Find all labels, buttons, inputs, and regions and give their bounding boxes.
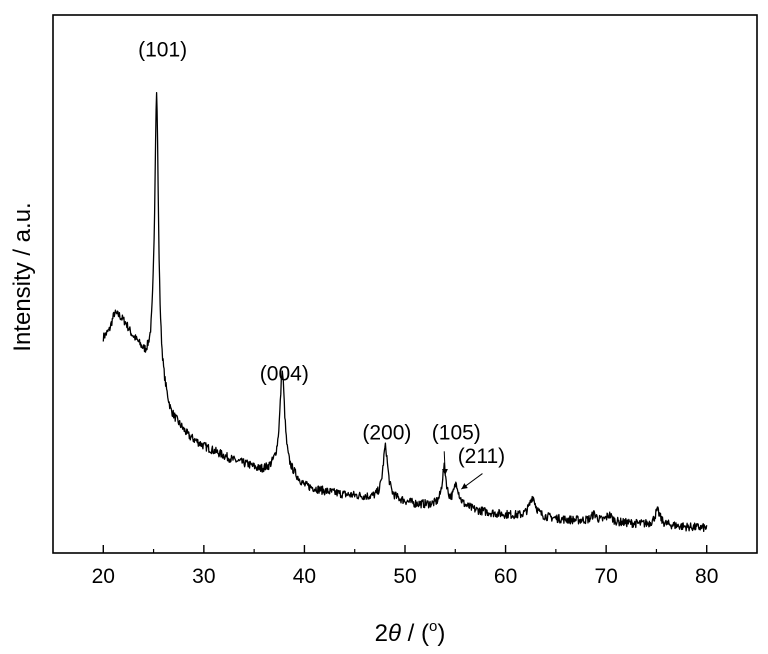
x-axis-label: 2θ / (o) bbox=[375, 618, 446, 647]
peak-annotations: (101) (004) (200) (105)(211) bbox=[138, 38, 505, 490]
x-axis-label-theta: θ bbox=[388, 620, 401, 647]
xrd-pattern-line bbox=[102, 91, 708, 533]
x-tick-label: 70 bbox=[594, 565, 617, 588]
x-tick-label: 60 bbox=[494, 565, 517, 588]
peak-label: (101) bbox=[138, 38, 187, 61]
x-axis-label-degree: o bbox=[429, 618, 437, 635]
peak-arrow bbox=[461, 473, 483, 490]
x-axis-label-sep: / ( bbox=[401, 620, 429, 647]
x-axis-tick-labels: 20 30 40 50 60 70 80 bbox=[92, 565, 719, 588]
x-axis-label-prefix: 2 bbox=[375, 620, 388, 647]
peak-label: (004) bbox=[260, 362, 309, 385]
x-tick-label: 50 bbox=[393, 565, 416, 588]
peak-arrow bbox=[441, 451, 448, 475]
plot-frame bbox=[52, 14, 758, 554]
peak-label: (200) bbox=[362, 421, 411, 444]
peak-label: (211) bbox=[458, 445, 505, 468]
x-axis-ticks bbox=[102, 545, 708, 553]
peak-label: (105) bbox=[432, 421, 481, 444]
x-tick-label: 40 bbox=[293, 565, 316, 588]
y-axis-label: Intensity / a.u. bbox=[9, 202, 36, 351]
x-tick-label: 30 bbox=[192, 565, 215, 588]
x-tick-label: 80 bbox=[695, 565, 718, 588]
x-tick-label: 20 bbox=[92, 565, 115, 588]
x-axis-label-suffix: ) bbox=[437, 620, 445, 647]
